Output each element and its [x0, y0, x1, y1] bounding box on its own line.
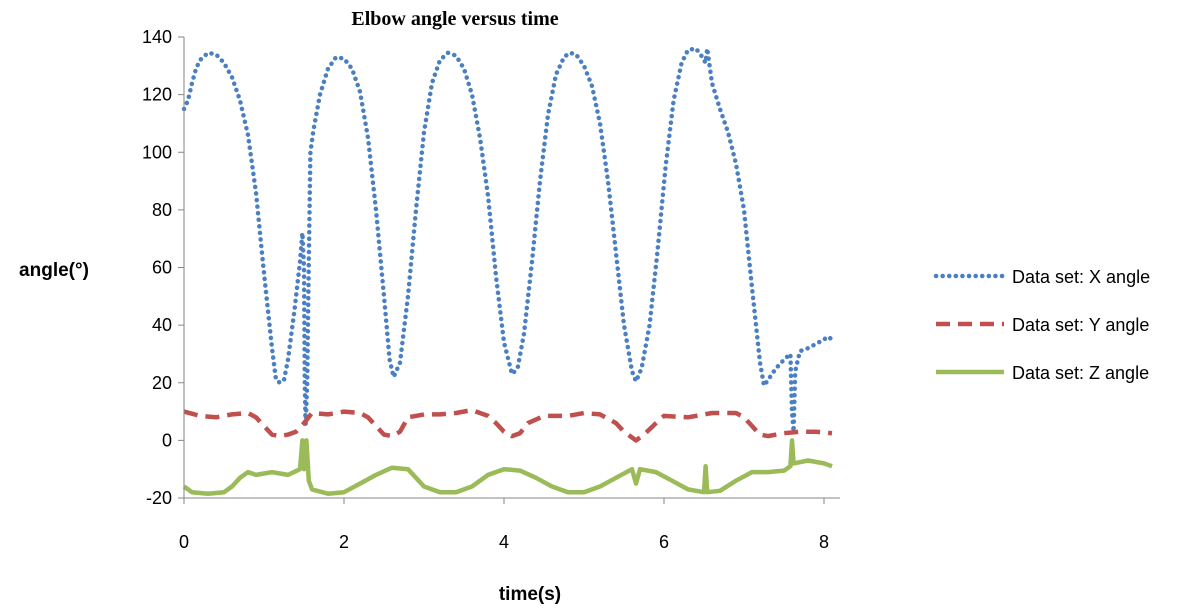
- legend-label: Data set: Z angle: [1012, 363, 1149, 383]
- series-line: [181, 46, 835, 434]
- series-line: [183, 407, 833, 443]
- x-tick-label: 4: [499, 532, 509, 552]
- x-tick-label: 6: [659, 532, 669, 552]
- legend-label: Data set: X angle: [1012, 267, 1150, 287]
- y-tick-label: 40: [152, 315, 172, 335]
- y-tick-label: 80: [152, 200, 172, 220]
- series-2: [183, 407, 833, 443]
- y-tick-label: 0: [162, 430, 172, 450]
- plot-area: [181, 46, 835, 496]
- legend: Data set: X angle Data set: Y angle Data s…: [933, 267, 1150, 383]
- legend-label: Data set: Y angle: [1012, 315, 1149, 335]
- x-tick-label: 2: [339, 532, 349, 552]
- series-line: [182, 438, 833, 496]
- y-tick-label: 20: [152, 373, 172, 393]
- series-1: [181, 46, 835, 434]
- x-axis-title: time(s): [499, 584, 561, 605]
- x-tick-label: 0: [179, 532, 189, 552]
- y-tick-label: 60: [152, 258, 172, 278]
- y-axis-title: angle(°): [19, 260, 89, 281]
- axes: -20 0 20 40 60 80 100 120 140 0 2 4 6 8: [142, 27, 840, 552]
- y-tick-label: 140: [142, 27, 172, 47]
- y-tick-label: 100: [142, 142, 172, 162]
- x-tick-label: 8: [819, 532, 829, 552]
- y-tick-label: 120: [142, 85, 172, 105]
- y-tick-label: -20: [146, 488, 172, 508]
- series-3: [182, 438, 833, 496]
- chart-title: Elbow angle versus time: [351, 8, 558, 30]
